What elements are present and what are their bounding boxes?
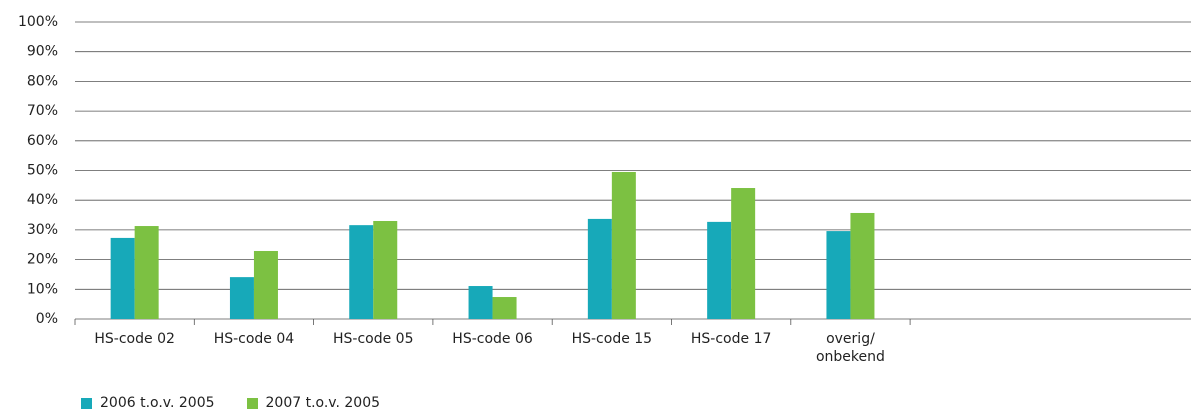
bar — [826, 231, 851, 319]
legend-item: 2007 t.o.v. 2005 — [246, 395, 381, 411]
y-tick-label: 30% — [27, 222, 58, 238]
y-tick-label: 20% — [27, 252, 58, 268]
legend-swatch — [81, 397, 92, 409]
x-tick-label: HS-code 04 — [213, 331, 295, 347]
bar — [492, 297, 517, 319]
bar — [611, 171, 636, 319]
y-tick-label: 50% — [27, 163, 58, 179]
legend-swatch — [246, 397, 258, 409]
x-tick-label: HS-code 17 — [690, 331, 772, 347]
legend-label: 2006 t.o.v. 2005 — [100, 395, 215, 411]
x-tick-label: overig/ onbekend — [815, 331, 885, 365]
y-tick-label: 60% — [27, 133, 58, 149]
bar — [468, 286, 493, 319]
bar — [850, 212, 875, 319]
y-tick-label: 40% — [27, 192, 58, 208]
bar — [253, 250, 278, 319]
y-tick-label: 100% — [18, 14, 58, 30]
y-tick-label: 90% — [27, 44, 58, 60]
bar — [373, 220, 398, 319]
x-tick-label: HS-code 15 — [571, 331, 653, 347]
legend-item: 2006 t.o.v. 2005 — [81, 395, 215, 411]
x-tick-label: HS-code 02 — [94, 331, 175, 347]
y-tick-label: 70% — [27, 103, 58, 119]
bar — [587, 218, 612, 319]
bar — [110, 237, 135, 319]
y-tick-label: 10% — [27, 281, 58, 297]
y-tick-label: 80% — [27, 73, 58, 89]
legend: 2006 t.o.v. 2005 2007 t.o.v. 2005 — [81, 395, 380, 411]
x-tick-label: HS-code 06 — [452, 331, 533, 347]
bar — [707, 221, 732, 319]
bar — [731, 188, 756, 319]
bar — [229, 277, 254, 319]
legend-label: 2007 t.o.v. 2005 — [265, 395, 381, 411]
bar — [349, 225, 374, 319]
bar — [134, 226, 159, 319]
y-tick-label: 0% — [36, 311, 58, 327]
x-tick-label: HS-code 05 — [333, 331, 414, 347]
